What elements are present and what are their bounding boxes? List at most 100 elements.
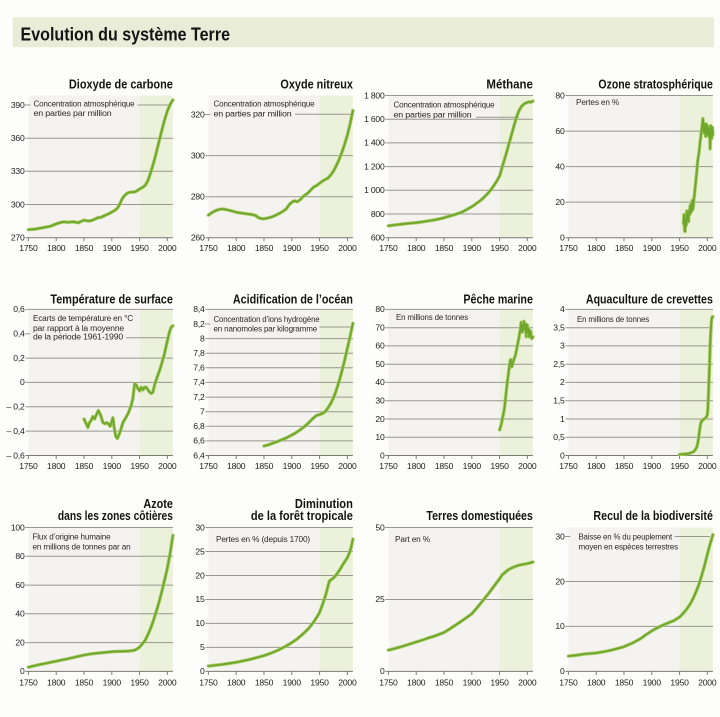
svg-text:1950: 1950: [490, 461, 509, 471]
svg-text:– 0,2: – 0,2: [6, 402, 25, 412]
svg-text:10: 10: [555, 621, 565, 631]
svg-text:2000: 2000: [158, 678, 177, 688]
svg-text:1950: 1950: [130, 461, 149, 471]
svg-text:Pêche marine: Pêche marine: [463, 291, 533, 306]
svg-text:0: 0: [560, 450, 565, 460]
svg-text:en parties par million: en parties par million: [214, 109, 292, 118]
svg-text:30: 30: [195, 522, 205, 532]
svg-text:300: 300: [191, 150, 205, 160]
svg-text:Diminution: Diminution: [295, 496, 353, 511]
svg-text:1900: 1900: [463, 243, 482, 253]
svg-text:1 800: 1 800: [364, 90, 385, 100]
svg-text:Concentration atmosphérique: Concentration atmosphérique: [214, 100, 315, 109]
svg-text:40: 40: [15, 609, 25, 619]
svg-text:1850: 1850: [435, 243, 454, 253]
svg-text:5: 5: [200, 642, 205, 652]
svg-text:1800: 1800: [587, 243, 606, 253]
svg-text:Aquaculture de crevettes: Aquaculture de crevettes: [586, 291, 713, 306]
svg-text:1800: 1800: [407, 678, 426, 688]
svg-text:50: 50: [375, 522, 385, 532]
svg-text:1750: 1750: [19, 461, 38, 471]
svg-text:0: 0: [380, 666, 385, 676]
svg-text:1750: 1750: [199, 461, 218, 471]
svg-text:1800: 1800: [47, 678, 66, 688]
svg-text:1800: 1800: [47, 243, 66, 253]
svg-text:25: 25: [195, 546, 205, 556]
svg-text:Flux d’origine humaine: Flux d’origine humaine: [33, 532, 111, 541]
svg-text:Méthane: Méthane: [486, 77, 533, 92]
svg-text:30: 30: [555, 531, 565, 541]
svg-text:360: 360: [11, 133, 25, 143]
svg-text:300: 300: [11, 199, 25, 209]
svg-text:1950: 1950: [310, 678, 329, 688]
svg-text:60: 60: [555, 126, 565, 136]
svg-text:1900: 1900: [463, 461, 482, 471]
svg-text:En millions de tonnes: En millions de tonnes: [396, 313, 468, 322]
svg-text:1900: 1900: [643, 678, 662, 688]
svg-text:280: 280: [191, 192, 205, 202]
svg-text:– 0,4: – 0,4: [6, 426, 25, 436]
svg-text:Dioxyde de carbone: Dioxyde de carbone: [69, 77, 173, 92]
svg-text:7,4: 7,4: [193, 377, 205, 387]
svg-text:1750: 1750: [559, 243, 578, 253]
svg-text:1750: 1750: [379, 678, 398, 688]
svg-text:Oxyde nitreux: Oxyde nitreux: [280, 77, 353, 92]
svg-text:1850: 1850: [75, 678, 94, 688]
svg-text:30: 30: [375, 396, 385, 406]
svg-text:Concentration atmosphérique: Concentration atmosphérique: [34, 99, 135, 108]
svg-text:1750: 1750: [19, 243, 38, 253]
svg-text:0: 0: [20, 666, 25, 676]
svg-text:1 000: 1 000: [364, 185, 385, 195]
svg-text:2000: 2000: [518, 678, 537, 688]
svg-text:en parties par million: en parties par million: [394, 111, 472, 120]
svg-text:7,2: 7,2: [193, 392, 205, 402]
svg-text:1750: 1750: [19, 678, 38, 688]
svg-text:1900: 1900: [643, 461, 662, 471]
svg-text:270: 270: [11, 233, 25, 243]
svg-text:par rapport à la moyenne: par rapport à la moyenne: [33, 324, 124, 333]
svg-text:0: 0: [200, 666, 205, 676]
svg-text:20: 20: [375, 414, 385, 424]
svg-text:20: 20: [15, 637, 25, 647]
svg-text:1950: 1950: [130, 678, 149, 688]
svg-text:1850: 1850: [615, 678, 634, 688]
svg-text:Acidification de l’océan: Acidification de l’océan: [233, 291, 353, 306]
svg-text:6,4: 6,4: [193, 450, 205, 460]
svg-text:80: 80: [555, 90, 565, 100]
svg-text:1850: 1850: [615, 243, 634, 253]
svg-text:1900: 1900: [463, 678, 482, 688]
svg-text:Température de surface: Température de surface: [50, 291, 173, 306]
svg-text:1800: 1800: [587, 461, 606, 471]
svg-text:80: 80: [375, 304, 385, 314]
svg-text:600: 600: [371, 233, 385, 243]
svg-text:20: 20: [195, 570, 205, 580]
svg-text:0,6: 0,6: [13, 304, 25, 314]
svg-text:1800: 1800: [227, 678, 246, 688]
svg-text:1 600: 1 600: [364, 114, 385, 124]
svg-text:60: 60: [375, 341, 385, 351]
svg-text:2000: 2000: [338, 678, 357, 688]
svg-text:8,2: 8,2: [193, 319, 205, 329]
svg-text:260: 260: [191, 233, 205, 243]
svg-text:Terres domestiquées: Terres domestiquées: [426, 508, 533, 523]
svg-text:50: 50: [375, 359, 385, 369]
svg-text:1850: 1850: [435, 461, 454, 471]
svg-text:Concentration atmosphérique: Concentration atmosphérique: [394, 101, 495, 110]
svg-text:390: 390: [11, 100, 25, 110]
svg-text:2000: 2000: [158, 461, 177, 471]
svg-text:40: 40: [555, 161, 565, 171]
svg-text:2000: 2000: [518, 243, 537, 253]
svg-text:2000: 2000: [338, 243, 357, 253]
svg-text:1850: 1850: [435, 678, 454, 688]
svg-text:Ozone stratosphérique: Ozone stratosphérique: [598, 77, 713, 92]
svg-text:10: 10: [375, 432, 385, 442]
svg-text:1950: 1950: [310, 243, 329, 253]
svg-text:2: 2: [560, 377, 565, 387]
svg-text:20: 20: [555, 576, 565, 586]
svg-text:1900: 1900: [643, 243, 662, 253]
svg-text:320: 320: [191, 109, 205, 119]
svg-text:1900: 1900: [103, 461, 122, 471]
svg-text:1750: 1750: [559, 461, 578, 471]
svg-text:1800: 1800: [227, 461, 246, 471]
svg-text:Azote: Azote: [143, 496, 173, 511]
